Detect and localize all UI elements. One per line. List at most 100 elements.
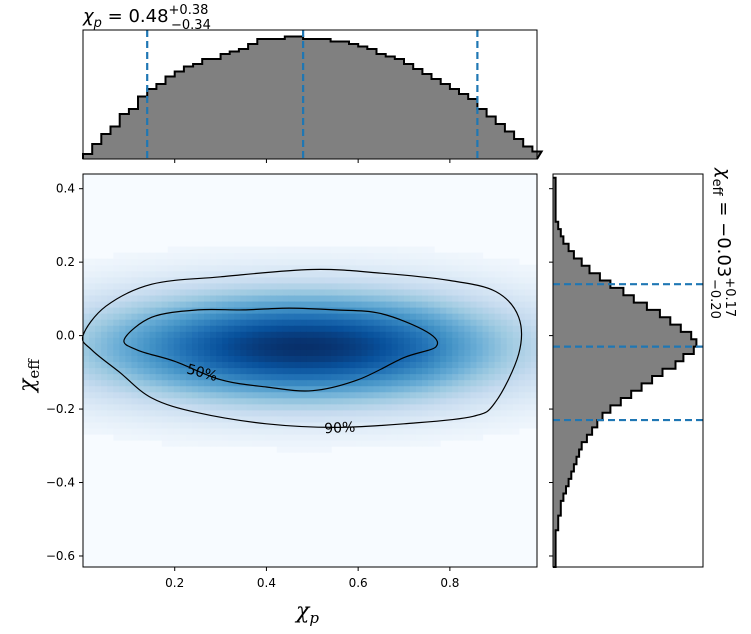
density-cell (101, 421, 108, 429)
density-cell (125, 282, 133, 290)
density-cell (276, 300, 284, 308)
density-cell (385, 246, 393, 254)
density-cell (252, 282, 260, 290)
density-cell (228, 427, 235, 435)
density-cell (415, 282, 423, 290)
density-cell (415, 373, 423, 381)
density-cell (228, 391, 235, 399)
density-cell (167, 288, 175, 296)
density-cell (373, 397, 381, 405)
density-cell (319, 252, 326, 260)
density-cell (204, 379, 211, 387)
density-cell (361, 343, 369, 350)
density-cell (397, 409, 405, 417)
density-cell (506, 319, 514, 326)
density-cell (446, 307, 453, 314)
density-cell (428, 258, 435, 266)
density-cell (173, 252, 181, 260)
density-cell (306, 409, 314, 417)
density-cell (270, 373, 278, 381)
density-cell (331, 409, 338, 417)
density-cell (270, 379, 278, 387)
density-cell (306, 300, 314, 308)
density-cell (173, 319, 181, 326)
density-cell (252, 349, 260, 356)
density-cell (252, 294, 260, 302)
density-cell (476, 397, 484, 405)
density-cell (137, 294, 145, 302)
density-cell (282, 361, 290, 369)
density-cell (331, 397, 338, 405)
density-cell (391, 349, 399, 356)
density-cell (300, 294, 308, 302)
density-cell (155, 433, 163, 441)
density-cell (361, 397, 369, 405)
density-cell (349, 282, 356, 290)
density-cell (397, 403, 405, 411)
density-cell (530, 373, 538, 381)
density-cell (446, 427, 453, 435)
density-cell (524, 294, 532, 302)
density-cell (167, 294, 175, 302)
density-cell (494, 385, 502, 393)
density-cell (113, 397, 120, 405)
contour-50-percent (123, 307, 439, 392)
density-cell (252, 415, 260, 423)
density-cell (397, 385, 405, 393)
density-cell (204, 421, 211, 429)
density-cell (343, 355, 350, 363)
density-cell (228, 440, 235, 447)
density-cell (210, 270, 217, 278)
density-cell (294, 313, 302, 320)
density-cell (482, 355, 490, 363)
density-cell (391, 331, 399, 338)
density-cell (222, 397, 229, 405)
density-cell (313, 361, 320, 369)
density-cell (470, 282, 478, 290)
density-cell (131, 319, 139, 326)
density-cell (173, 361, 181, 369)
density-cell (185, 325, 193, 332)
density-cell (216, 391, 223, 399)
density-cell (409, 258, 417, 266)
density-cell (337, 391, 344, 399)
density-cell (264, 355, 272, 363)
density-cell (512, 373, 520, 381)
density-cell (343, 415, 350, 423)
density-cell (355, 391, 363, 399)
density-cell (270, 403, 278, 411)
density-cell (325, 379, 332, 387)
density-cell (143, 433, 151, 441)
density-cell (397, 264, 405, 272)
density-cell (83, 319, 90, 326)
density-cell (216, 373, 223, 381)
density-cell (337, 288, 344, 296)
density-cell (325, 349, 332, 356)
density-cell (415, 331, 423, 338)
density-cell (421, 427, 429, 435)
density-cell (228, 319, 235, 326)
density-cell (143, 337, 151, 344)
density-cell (379, 252, 387, 260)
density-cell (367, 349, 375, 356)
density-cell (119, 282, 126, 290)
density-cell (270, 433, 278, 441)
density-cell (125, 331, 133, 338)
density-cell (222, 252, 229, 260)
density-cell (361, 276, 369, 284)
chi-p-title-low: −0.34 (171, 18, 211, 33)
density-cell (222, 415, 229, 423)
density-cell (228, 258, 235, 266)
density-cell (458, 391, 465, 399)
density-cell (252, 355, 260, 363)
density-cell (500, 300, 508, 308)
density-cell (210, 421, 217, 429)
density-cell (313, 367, 320, 375)
density-cell (143, 294, 151, 302)
density-cell (276, 282, 284, 290)
density-cell (373, 379, 381, 387)
density-cell (464, 270, 472, 278)
density-cell (131, 391, 139, 399)
density-cell (482, 331, 490, 338)
density-cell (482, 258, 490, 266)
